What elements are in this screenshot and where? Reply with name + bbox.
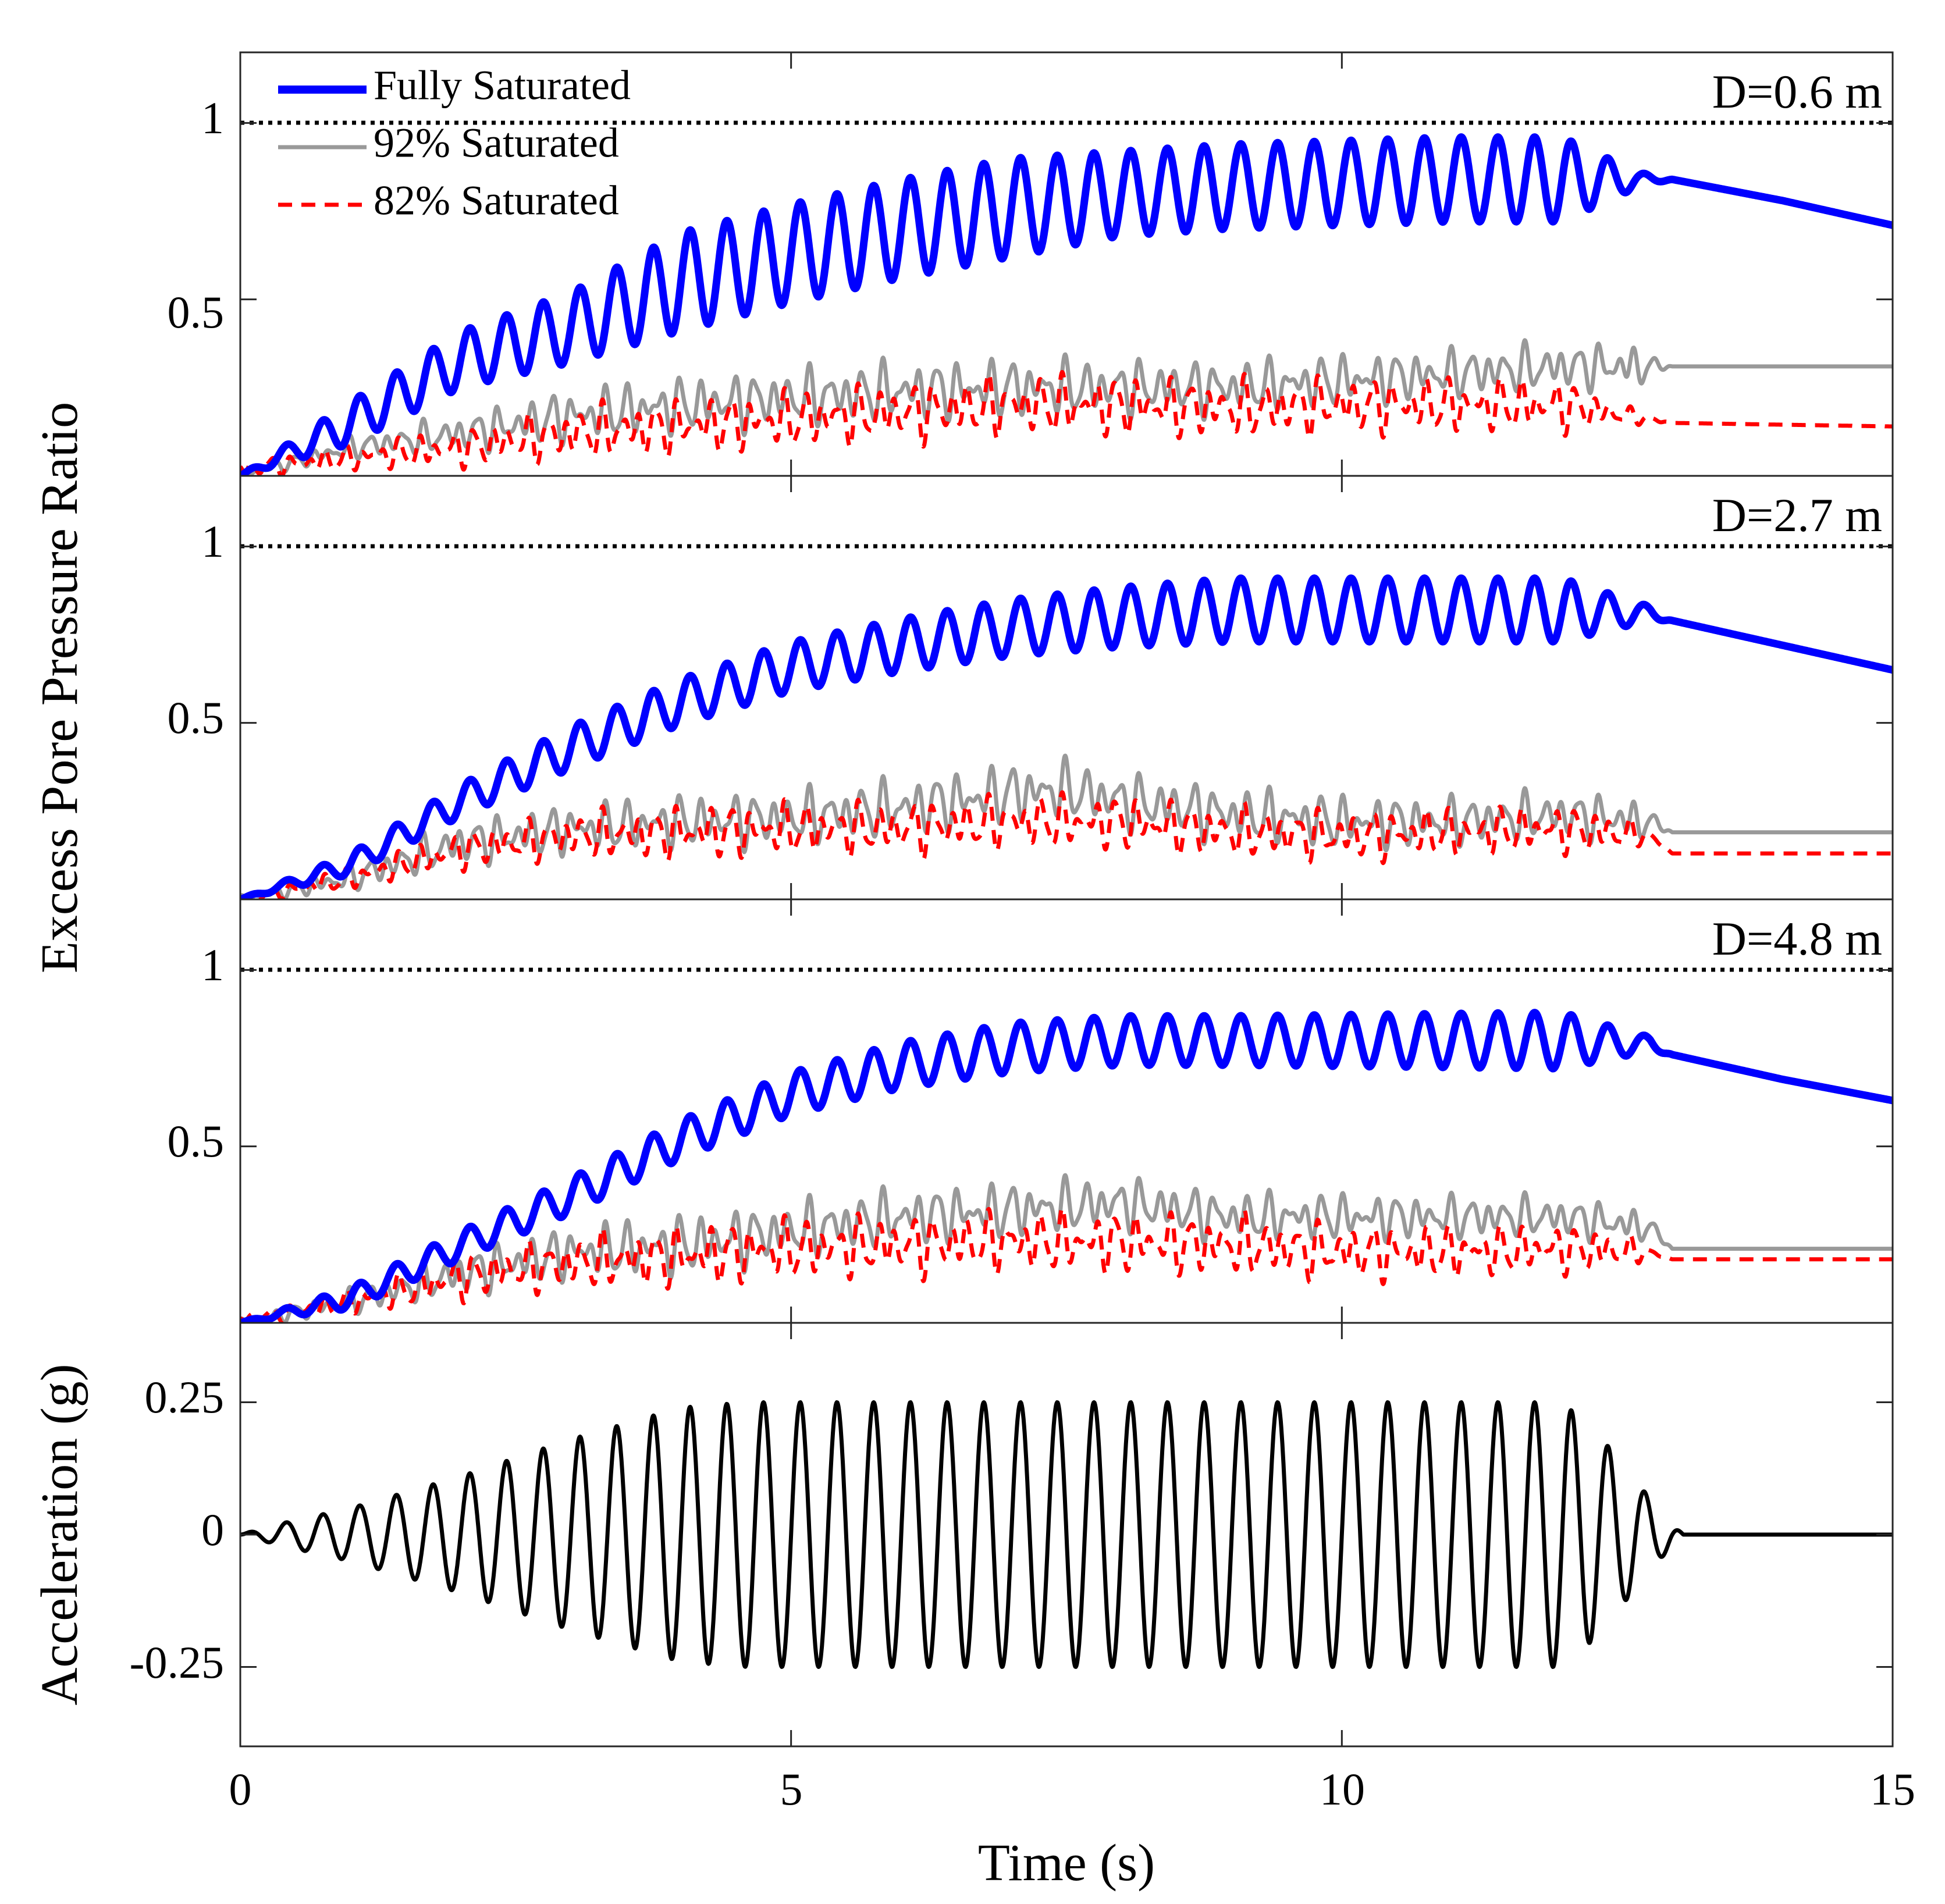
y-tick-label-zero: 0 xyxy=(201,1504,224,1555)
y-tick-label-1: 1 xyxy=(201,92,224,143)
series-line-fully-saturated xyxy=(240,1009,1893,1323)
panel-acceleration: 0.25 0 -0.25 Acceleration (g) xyxy=(31,1364,1893,1706)
y-tick-label-pos: 0.25 xyxy=(145,1372,225,1422)
legend-label-82-saturated: 82% Saturated xyxy=(374,177,619,224)
series-line-fully-saturated xyxy=(240,574,1893,899)
x-tick-label-0: 0 xyxy=(229,1764,252,1814)
y-tick-label-neg: -0.25 xyxy=(130,1637,224,1688)
legend-label-fully-saturated: Fully Saturated xyxy=(374,62,631,109)
depth-annotation: D=4.8 m xyxy=(1712,912,1882,965)
series-line-92-saturated xyxy=(240,753,1893,899)
legend-label-92-saturated: 92% Saturated xyxy=(374,120,619,166)
series-line-92-saturated xyxy=(240,1173,1893,1323)
acceleration-axis-label: Acceleration (g) xyxy=(31,1364,88,1705)
legend: Fully Saturated 92% Saturated 82% Satura… xyxy=(278,62,631,224)
shared-y-axis-label: Excess Pore Pressure Ratio xyxy=(31,402,88,973)
series-layer xyxy=(240,1400,1893,1669)
series-layer xyxy=(240,133,1893,476)
series-layer xyxy=(240,574,1893,899)
x-axis-label: Time (s) xyxy=(978,1834,1155,1892)
depth-annotation: D=2.7 m xyxy=(1712,489,1882,542)
y-tick-label-1: 1 xyxy=(201,939,224,990)
series-line-92-saturated xyxy=(240,338,1893,476)
panel-depth-4-8: D=4.8 m 0.5 1 xyxy=(168,912,1893,1323)
series-line-82-saturated xyxy=(240,790,1893,899)
series-line-fully-saturated xyxy=(240,133,1893,476)
y-tick-label-0-5: 0.5 xyxy=(168,1116,225,1166)
x-tick-label-15: 15 xyxy=(1870,1764,1915,1814)
series-line-82-saturated xyxy=(240,1206,1893,1323)
depth-annotation: D=0.6 m xyxy=(1712,65,1882,118)
y-tick-label-0-5: 0.5 xyxy=(168,287,225,337)
axes-box xyxy=(239,898,1894,1324)
series-layer xyxy=(240,1009,1893,1323)
y-tick-label-0-5: 0.5 xyxy=(168,692,225,743)
x-tick-label-5: 5 xyxy=(780,1764,803,1814)
x-tick-label-10: 10 xyxy=(1320,1764,1365,1814)
panel-depth-2-7: D=2.7 m 0.5 1 xyxy=(168,489,1893,899)
series-line-input-acceleration xyxy=(240,1400,1893,1669)
panel-depth-0-6: D=0.6 m 0.5 1 xyxy=(168,65,1893,476)
axes-frames xyxy=(239,51,1894,1748)
y-tick-label-1: 1 xyxy=(201,516,224,567)
series-line-82-saturated xyxy=(240,370,1893,476)
